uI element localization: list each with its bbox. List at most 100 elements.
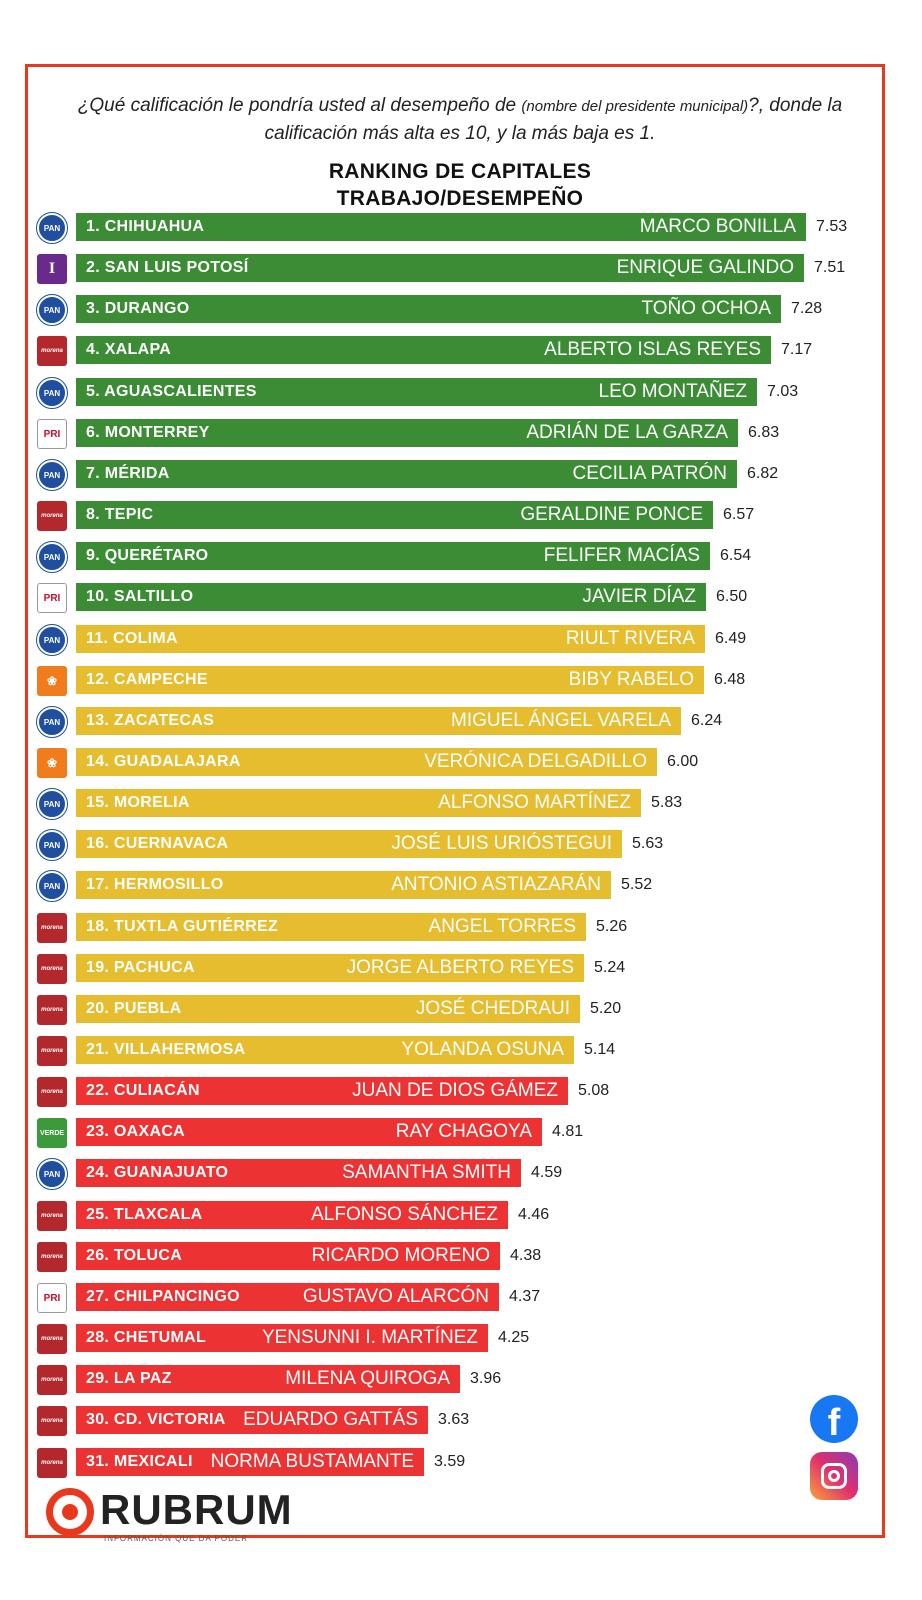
party-logo-icon: PRI (37, 583, 67, 613)
bar (76, 995, 580, 1023)
bar-row: PAN 15. MORELIA ALFONSO MARTÍNEZ 5.83 (0, 787, 922, 823)
bar-row: morena 8. TEPIC GERALDINE PONCE 6.57 (0, 499, 922, 535)
bar (76, 666, 704, 694)
bar-city-label: 11. COLIMA (86, 630, 178, 647)
party-logo-icon: morena (37, 1077, 67, 1107)
bar (76, 583, 706, 611)
bar-row: PRI 10. SALTILLO JAVIER DÍAZ 6.50 (0, 581, 922, 617)
bar-mayor-label: RICARDO MORENO (311, 1245, 490, 1266)
bar-value-label: 7.51 (814, 259, 846, 276)
bar-mayor-label: BIBY RABELO (568, 669, 694, 690)
party-logo-icon: morena (37, 995, 67, 1025)
bar (76, 789, 641, 817)
bar (76, 1406, 428, 1434)
bar-mayor-label: ALFONSO MARTÍNEZ (438, 792, 631, 813)
bar-row: morena 18. TUXTLA GUTIÉRREZ ANGEL TORRES 5.… (0, 911, 922, 947)
bar-mayor-label: RAY CHAGOYA (395, 1121, 532, 1142)
bar-row: morena 20. PUEBLA JOSÉ CHEDRAUI 5.20 (0, 993, 922, 1029)
chart-title-line1: RANKING DE CAPITALES (328, 160, 592, 183)
bar (76, 1365, 460, 1393)
bar-city-label: 6. MONTERREY (86, 424, 210, 441)
party-logo-icon: PAN (36, 624, 68, 656)
bar (76, 460, 737, 488)
party-logo-icon: morena (37, 501, 67, 531)
party-logo-icon: PAN (36, 459, 68, 491)
party-logo-icon: morena (37, 1406, 67, 1436)
bar-city-label: 21. VILLAHERMOSA (86, 1041, 246, 1058)
bar-city-label: 9. QUERÉTARO (86, 547, 209, 564)
bar-value-label: 4.37 (509, 1288, 541, 1305)
bar-mayor-label: GERALDINE PONCE (520, 504, 703, 525)
bar-value-label: 5.20 (590, 1000, 622, 1017)
bar-value-label: 7.28 (791, 300, 823, 317)
chart-title-line2: TRABAJO/DESEMPEÑO (336, 187, 584, 210)
bar-mayor-label: MIGUEL ÁNGEL VARELA (451, 710, 671, 731)
instagram-icon[interactable] (810, 1452, 858, 1500)
bar-city-label: 10. SALTILLO (86, 588, 194, 605)
party-logo-icon: I (37, 254, 67, 284)
bar-mayor-label: YOLANDA OSUNA (401, 1039, 564, 1060)
facebook-icon[interactable]: f (810, 1395, 858, 1444)
bar-value-label: 6.83 (748, 424, 780, 441)
bar-row: PRI 6. MONTERREY ADRIÁN DE LA GARZA 6.83 (0, 417, 922, 453)
bar (76, 542, 710, 570)
bar-mayor-label: JOSÉ LUIS URIÓSTEGUI (391, 833, 612, 854)
bar-value-label: 6.57 (723, 506, 755, 523)
bar-row: PAN 13. ZACATECAS MIGUEL ÁNGEL VARELA 6.24 (0, 705, 922, 741)
bar-row: morena 4. XALAPA ALBERTO ISLAS REYES 7.17 (0, 334, 922, 370)
bar-value-label: 5.08 (578, 1082, 610, 1099)
bar-row: morena 22. CULIACÁN JUAN DE DIOS GÁMEZ 5.08 (0, 1075, 922, 1111)
bar-value-label: 6.50 (716, 588, 748, 605)
bar-value-label: 5.52 (621, 876, 653, 893)
bar-row: morena 30. CD. VICTORIA EDUARDO GATTÁS 3.63 (0, 1404, 922, 1440)
bar-mayor-label: MARCO BONILLA (639, 216, 796, 237)
bar-row: PAN 11. COLIMA RIULT RIVERA 6.49 (0, 623, 922, 659)
party-logo-icon: ❀ (37, 666, 67, 696)
bar-row: morena 28. CHETUMAL YENSUNNI I. MARTÍNEZ 4.… (0, 1322, 922, 1358)
bar-value-label: 4.25 (498, 1329, 530, 1346)
bar-mayor-label: JOSÉ CHEDRAUI (415, 998, 570, 1019)
bar-mayor-label: YENSUNNI I. MARTÍNEZ (261, 1327, 478, 1348)
bar-mayor-label: JAVIER DÍAZ (582, 586, 696, 607)
bar-city-label: 5. AGUASCALIENTES (86, 383, 257, 400)
bar-value-label: 5.63 (632, 835, 664, 852)
survey-question: ¿Qué calificación le pondría usted al de… (40, 92, 880, 147)
bar-row: PRI 27. CHILPANCINGO GUSTAVO ALARCÓN 4.37 (0, 1281, 922, 1317)
bar (76, 1283, 499, 1311)
party-logo-icon: PRI (37, 419, 67, 449)
bar (76, 1201, 508, 1229)
bar (76, 1077, 568, 1105)
bar (76, 830, 622, 858)
question-part3: ?, donde la calificación más alta es 10,… (264, 95, 843, 144)
bar-value-label: 3.59 (434, 1453, 466, 1470)
bar-mayor-label: VERÓNICA DELGADILLO (424, 751, 647, 772)
bar (76, 295, 781, 323)
bar-row: ❀ 14. GUADALAJARA VERÓNICA DELGADILLO 6.00 (0, 746, 922, 782)
bar-row: ❀ 12. CAMPECHE BIBY RABELO 6.48 (0, 664, 922, 700)
party-logo-icon: morena (37, 1324, 67, 1354)
bar-row: morena 25. TLAXCALA ALFONSO SÁNCHEZ 4.46 (0, 1199, 922, 1235)
bar-mayor-label: ENRIQUE GALINDO (616, 257, 794, 278)
bar-city-label: 26. TOLUCA (86, 1247, 183, 1264)
bar-mayor-label: ADRIÁN DE LA GARZA (526, 422, 728, 443)
bar-mayor-label: RIULT RIVERA (565, 628, 695, 649)
bar-city-label: 29. LA PAZ (86, 1370, 172, 1387)
bar-row: morena 26. TOLUCA RICARDO MORENO 4.38 (0, 1240, 922, 1276)
bar (76, 1324, 488, 1352)
question-part1: ¿Qué calificación le pondría usted al de… (77, 95, 522, 116)
bar (76, 871, 611, 899)
bar-mayor-label: FELIFER MACÍAS (543, 545, 700, 566)
bar (76, 913, 586, 941)
bar (76, 254, 804, 282)
bar-city-label: 14. GUADALAJARA (86, 753, 241, 770)
bar-mayor-label: ALBERTO ISLAS REYES (544, 339, 761, 360)
bar-value-label: 4.38 (510, 1247, 542, 1264)
bar-mayor-label: MILENA QUIROGA (285, 1368, 450, 1389)
bar-city-label: 20. PUEBLA (86, 1000, 182, 1017)
bar-city-label: 13. ZACATECAS (86, 712, 215, 729)
bar-value-label: 3.96 (470, 1370, 502, 1387)
bar-row: morena 19. PACHUCA JORGE ALBERTO REYES 5.24 (0, 952, 922, 988)
bar-city-label: 12. CAMPECHE (86, 671, 208, 688)
bar-value-label: 7.53 (816, 218, 848, 235)
rubrum-circle-icon (46, 1488, 94, 1536)
